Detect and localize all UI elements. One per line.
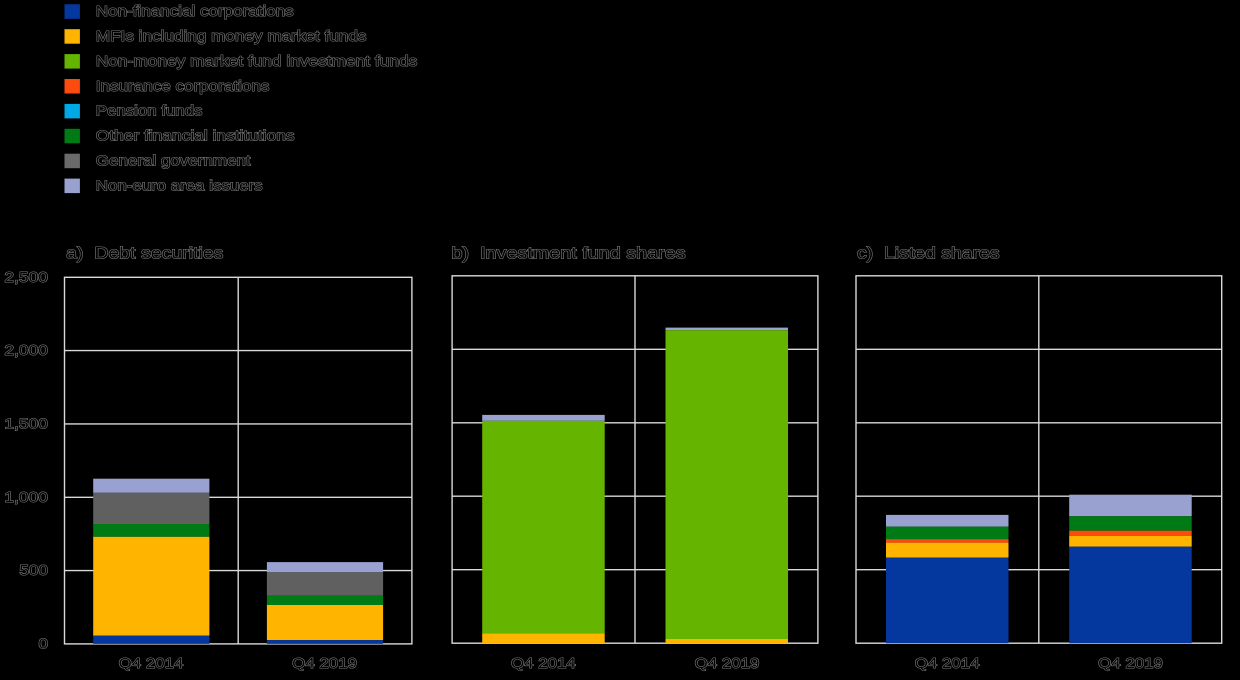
svg-text:Q4 2014: Q4 2014 xyxy=(915,655,980,672)
svg-text:MFIs including money market fu: MFIs including money market funds xyxy=(96,28,367,45)
svg-text:Insurance corporations: Insurance corporations xyxy=(96,78,270,95)
svg-text:2,500: 2,500 xyxy=(4,269,48,286)
svg-text:Q4 2014: Q4 2014 xyxy=(119,655,184,672)
svg-text:Non-financial corporations: Non-financial corporations xyxy=(96,3,294,20)
svg-text:Q4 2014: Q4 2014 xyxy=(511,655,576,672)
svg-text:Q4 2019: Q4 2019 xyxy=(292,655,357,672)
svg-text:1,500: 1,500 xyxy=(4,415,48,432)
svg-text:Non-money market fund investme: Non-money market fund investment funds xyxy=(96,53,418,70)
svg-text:1,000: 1,000 xyxy=(4,489,48,506)
svg-text:Non-euro area issuers: Non-euro area issuers xyxy=(96,177,263,194)
svg-text:Other financial institutions: Other financial institutions xyxy=(96,128,295,145)
svg-text:Q4 2019: Q4 2019 xyxy=(1098,655,1163,672)
svg-text:c) Listed shares: c) Listed shares xyxy=(857,244,1000,263)
svg-text:b) Investment fund shares: b) Investment fund shares xyxy=(452,244,686,263)
svg-text:General government: General government xyxy=(96,152,252,169)
svg-text:500: 500 xyxy=(19,562,48,579)
svg-text:2,000: 2,000 xyxy=(4,342,48,359)
svg-text:0: 0 xyxy=(39,635,49,652)
svg-text:a) Debt securities: a) Debt securities xyxy=(66,244,223,263)
svg-text:Q4 2019: Q4 2019 xyxy=(695,655,760,672)
svg-text:Pension funds: Pension funds xyxy=(96,103,203,120)
